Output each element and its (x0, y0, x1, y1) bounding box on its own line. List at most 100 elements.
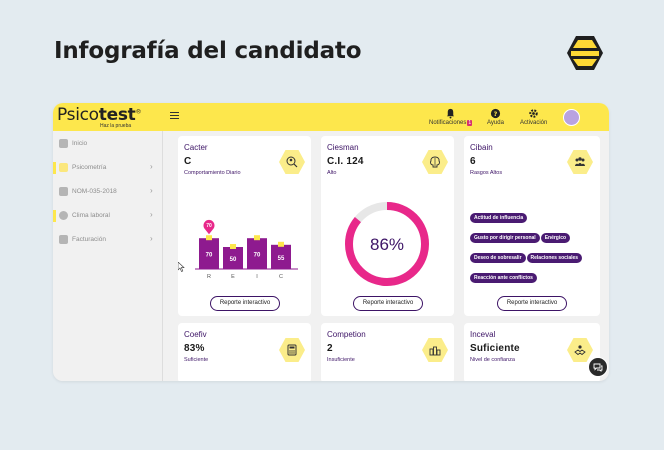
sidebar-item-clima-laboral[interactable]: Clima laboral › (53, 206, 163, 226)
notifications-label: Notificaciones (429, 120, 467, 126)
smiley-icon (59, 211, 68, 220)
highlight-pin-label: 70 (206, 223, 212, 229)
card-subtitle: Comportamiento Diario (184, 170, 241, 176)
sidebar-item-psicometria[interactable]: Psicometría › (53, 158, 163, 178)
sidebar-item-facturacion[interactable]: Facturación › (53, 230, 163, 250)
bar-I (247, 238, 267, 269)
card-title: Cibain (470, 143, 493, 152)
bell-icon (446, 108, 455, 119)
team-icon (567, 150, 593, 174)
sidebar-item-nom035[interactable]: NOM-035-2018 › (53, 182, 163, 202)
bar-cap-I (254, 235, 260, 241)
bar-E (223, 247, 243, 269)
cibain-report-button[interactable]: Reporte interactivo (497, 296, 567, 311)
sidebar-item-label: Clima laboral (72, 212, 110, 219)
bar-category-label: I (256, 274, 258, 280)
behavior-icon (279, 150, 305, 174)
chevron-right-icon: › (150, 210, 153, 219)
sidebar-item-label: Inicio (72, 140, 88, 147)
ciesman-report-button[interactable]: Reporte interactivo (353, 296, 423, 311)
bar-R (199, 238, 219, 269)
card-subtitle: Nivel de confianza (470, 357, 515, 363)
chevron-right-icon: › (150, 234, 153, 243)
card-value: 83% (184, 343, 205, 354)
sidebar-item-label: Facturación (72, 236, 106, 243)
card-subtitle: Suficiente (184, 357, 209, 363)
card-title: Coefiv (184, 330, 207, 339)
notifications-badge: 1 (467, 120, 473, 126)
trait-tag: Gusto por dirigir personal (470, 233, 540, 243)
logo-tagline: Haz la prueba (100, 123, 132, 129)
brand-hexagon-logo (567, 36, 603, 70)
activation-button[interactable]: Activación (520, 108, 547, 126)
card-inceval: Inceval Suficiente Nivel de confianza (464, 323, 600, 381)
trait-tag: Enérgico (540, 233, 571, 243)
card-cacter: Cacter C Comportamiento Diario 70 R 50 E 70 I… (178, 136, 311, 316)
home-icon (59, 139, 68, 148)
bar-cap-R (206, 235, 212, 241)
sidebar: Inicio Psicometría › NOM-035-2018 › Clim… (53, 131, 163, 381)
handshake-icon (567, 338, 593, 362)
psicotest-logo[interactable]: Psicotest® (57, 105, 142, 125)
ciesman-donut-chart: 86% (345, 202, 429, 286)
gear-icon (529, 109, 538, 118)
card-value: 6 (470, 156, 476, 167)
highlight-pin (203, 219, 215, 235)
card-cibain: Cibain 6 Rasgos Altos Actitud de influen… (464, 136, 600, 316)
card-ciesman: Ciesman C.I. 124 Alto 86% Reporte intera… (321, 136, 454, 316)
activation-label: Activación (520, 120, 548, 126)
bar-category-label: R (207, 274, 211, 280)
active-marker (53, 162, 56, 174)
bar-category-label: E (231, 274, 235, 280)
card-competion: Competion 2 Insuficiente (321, 323, 454, 381)
mouse-cursor-icon (178, 262, 185, 272)
sidebar-item-label: Psicometría (72, 164, 107, 171)
user-avatar[interactable] (563, 109, 580, 126)
bar-value-label: 70 (206, 253, 213, 259)
bar-value-label: 70 (254, 253, 261, 259)
trait-tag: Reacción ante conflictos (470, 273, 537, 283)
bar-value-label: 55 (278, 256, 285, 262)
menu-icon[interactable] (170, 112, 179, 119)
invoice-icon (59, 235, 68, 244)
chat-button[interactable] (588, 357, 608, 377)
bar-category-label: C (279, 274, 283, 280)
notifications-button[interactable]: Notificaciones 1 (429, 108, 473, 126)
blocks-icon (422, 338, 448, 362)
donut-center-label: 86% (370, 235, 404, 254)
cacter-report-button[interactable]: Reporte interactivo (210, 296, 280, 311)
donut-value-arc (345, 202, 429, 286)
card-coefiv: Coefiv 83% Suficiente (178, 323, 311, 381)
card-title: Competion (327, 330, 366, 339)
help-icon: ? (490, 108, 501, 119)
chevron-right-icon: › (150, 186, 153, 195)
sidebar-item-label: NOM-035-2018 (72, 188, 117, 195)
dashboard-content: Cacter C Comportamiento Diario 70 R 50 E 70 I… (167, 131, 609, 381)
card-title: Inceval (470, 330, 496, 339)
bar-value-label: 50 (230, 257, 237, 263)
trait-tag: Deseo de sobresalir (470, 253, 526, 263)
card-value: 2 (327, 343, 333, 354)
card-value: C.I. 124 (327, 156, 364, 167)
top-bar: Psicotest® Haz la prueba Notificaciones 1… (53, 103, 609, 131)
cacter-bar-chart: 70 R 50 E 70 I 55 C 70 (195, 219, 298, 280)
card-subtitle: Rasgos Altos (470, 170, 503, 176)
bar-C (271, 244, 291, 269)
psychometry-icon (59, 163, 68, 172)
card-title: Cacter (184, 143, 208, 152)
page-headline: Infografía del candidato (54, 38, 362, 64)
bar-cap-E (230, 244, 236, 249)
document-icon (59, 187, 68, 196)
traits-tag-list: Actitud de influencia Gusto por dirigir … (470, 206, 600, 286)
app-window: Psicotest® Haz la prueba Notificaciones 1… (53, 103, 609, 381)
help-button[interactable]: ? Ayuda (487, 108, 504, 126)
card-value: C (184, 156, 192, 167)
trait-tag: Relaciones sociales (526, 253, 583, 263)
chat-icon (593, 363, 603, 372)
card-value: Suficiente (470, 343, 520, 354)
card-title: Ciesman (327, 143, 359, 152)
sidebar-item-inicio[interactable]: Inicio (53, 134, 163, 154)
brain-icon (422, 150, 448, 174)
trait-tag: Actitud de influencia (470, 213, 528, 223)
help-label: Ayuda (487, 120, 504, 126)
